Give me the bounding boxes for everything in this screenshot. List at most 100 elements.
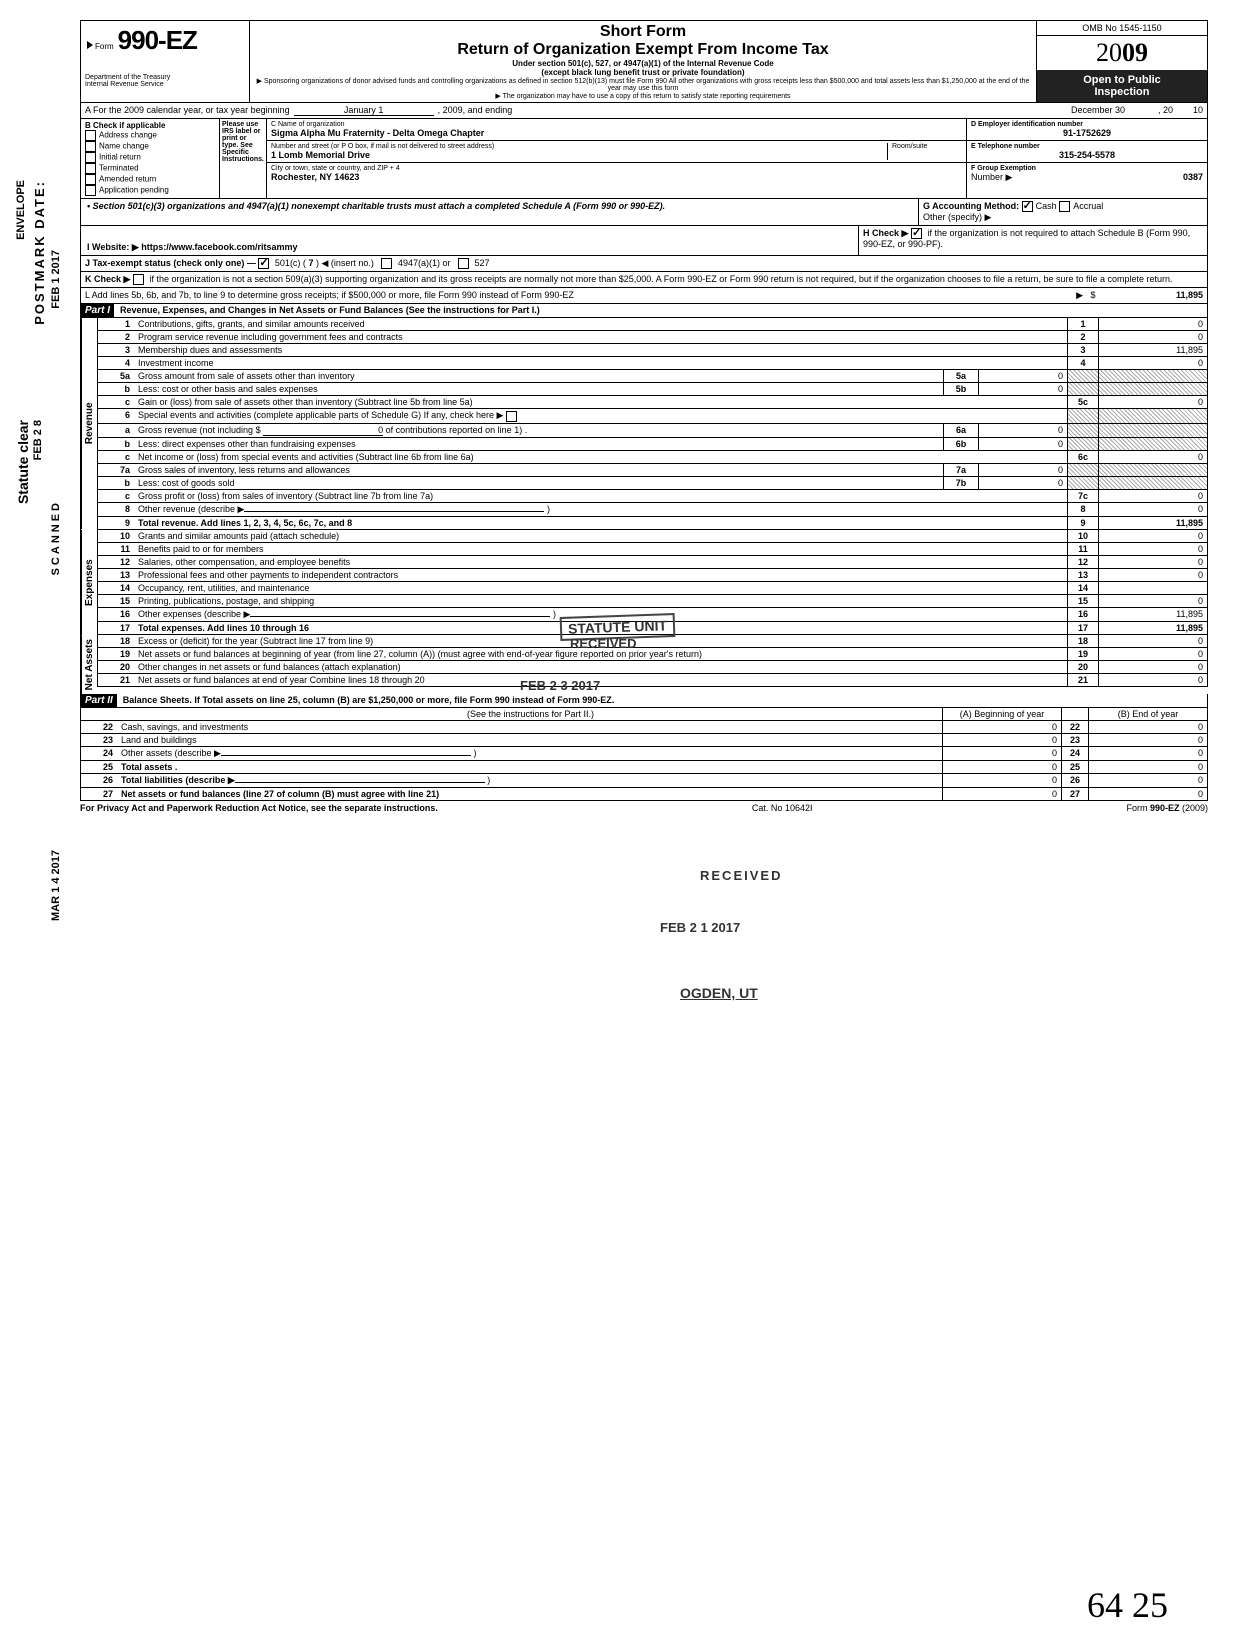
header-right: OMB No 1545-1150 2009 Open to Public Ins… (1037, 21, 1207, 102)
row-a-label: A For the 2009 calendar year, or tax yea… (85, 105, 290, 116)
open-line2: Inspection (1039, 86, 1205, 98)
expenses-label: Expenses (81, 530, 97, 635)
subtitle-3: ▶ The organization may have to use a cop… (256, 92, 1030, 100)
line-2: 2Program service revenue including gover… (97, 331, 1208, 344)
line-22: 22Cash, savings, and investments0220 (80, 721, 1208, 734)
line-15: 15Printing, publications, postage, and s… (97, 595, 1208, 608)
part2-colb-label: (B) End of year (1088, 708, 1207, 720)
line-23-desc: Land and buildings (119, 734, 942, 746)
l-value: 11,895 (1103, 290, 1203, 301)
b-amend: Amended return (99, 175, 156, 184)
line-26-a: 0 (942, 774, 1061, 787)
line-19-val: 0 (1098, 648, 1207, 660)
line-5a: 5aGross amount from sale of assets other… (97, 370, 1208, 383)
cb-line6[interactable] (506, 411, 517, 422)
line-24-b: 0 (1088, 747, 1207, 760)
part2-see: (See the instructions for Part II.) (119, 708, 942, 720)
footer-cat: Cat. No 10642I (752, 803, 813, 813)
cb-app[interactable] (85, 185, 96, 196)
line-5b-sv: 0 (978, 383, 1067, 395)
h-label: H Check ▶ (863, 228, 908, 238)
line-19: 19Net assets or fund balances at beginni… (97, 648, 1208, 661)
stamp-received-2: RECEIVED (700, 868, 782, 883)
cb-initial[interactable] (85, 152, 96, 163)
line-16-val: 11,895 (1098, 608, 1207, 621)
l-dollar: $ (1083, 290, 1103, 301)
cb-address[interactable] (85, 130, 96, 141)
cb-527[interactable] (458, 258, 469, 269)
f-num-label: Number ▶ (971, 172, 1012, 182)
line-6a-amt: 0 (263, 425, 383, 436)
l-arrow: ▶ (1076, 290, 1083, 301)
line-10: 10Grants and similar amounts paid (attac… (97, 530, 1208, 543)
netassets-label: Net Assets (81, 635, 97, 694)
line-25-b: 0 (1088, 761, 1207, 773)
line-5b-desc: Less: cost or other basis and sales expe… (136, 383, 943, 395)
j-501c-e: ) ◀ (insert no.) (316, 258, 374, 268)
line-15-desc: Printing, publications, postage, and shi… (136, 595, 1067, 607)
revenue-label: Revenue (81, 318, 97, 529)
line-5c: cGain or (loss) from sale of assets othe… (97, 396, 1208, 409)
j-501c: 501(c) ( (275, 258, 306, 268)
column-b: B Check if applicable Address change Nam… (81, 119, 220, 198)
section-bcdef: B Check if applicable Address change Nam… (80, 119, 1208, 199)
line-1-val: 0 (1098, 318, 1207, 330)
line-7a-sv: 0 (978, 464, 1067, 476)
cb-h[interactable] (911, 228, 922, 239)
g-cash: Cash (1036, 201, 1057, 211)
line-3: 3Membership dues and assessments311,895 (97, 344, 1208, 357)
part2-cola-label: (A) Beginning of year (942, 708, 1061, 720)
line-4: 4Investment income40 (97, 357, 1208, 370)
cb-4947[interactable] (381, 258, 392, 269)
line-17-val: 11,895 (1098, 622, 1207, 634)
cb-name[interactable] (85, 141, 96, 152)
header-center: Short Form Return of Organization Exempt… (250, 21, 1037, 102)
subtitle-1b: (except black lung benefit trust or priv… (256, 68, 1030, 77)
line-23: 23Land and buildings0230 (80, 734, 1208, 747)
cb-cash[interactable] (1022, 201, 1033, 212)
k-text: if the organization is not a section 509… (149, 274, 1172, 284)
cb-501c[interactable] (258, 258, 269, 269)
margin-feb1: FEB 1 2017 (50, 250, 62, 309)
line-5b: bLess: cost or other basis and sales exp… (97, 383, 1208, 396)
row-l: L Add lines 5b, 6b, and 7b, to line 9 to… (80, 288, 1208, 304)
line-3-desc: Membership dues and assessments (136, 344, 1067, 356)
cb-amend[interactable] (85, 174, 96, 185)
expenses-block: Expenses 10Grants and similar amounts pa… (80, 530, 1208, 635)
part1-heading: Revenue, Expenses, and Changes in Net As… (114, 304, 546, 317)
line-13-desc: Professional fees and other payments to … (136, 569, 1067, 581)
part2-heading: Balance Sheets. If Total assets on line … (117, 694, 621, 707)
line-13: 13Professional fees and other payments t… (97, 569, 1208, 582)
footer-privacy: For Privacy Act and Paperwork Reduction … (80, 803, 438, 813)
line-18-val: 0 (1098, 635, 1207, 647)
cb-k[interactable] (133, 274, 144, 285)
addr-value: 1 Lomb Memorial Drive (271, 150, 887, 160)
triangle-icon (87, 41, 93, 49)
line-24: 24Other assets (describe ▶ )0240 (80, 747, 1208, 761)
line-7a-desc: Gross sales of inventory, less returns a… (136, 464, 943, 476)
part1-body: Revenue 1Contributions, gifts, grants, a… (80, 318, 1208, 529)
line-13-val: 0 (1098, 569, 1207, 581)
row-i-h: I Website: ▶ https://www.facebook.com/ri… (80, 226, 1208, 256)
part2-header-row: Part II Balance Sheets. If Total assets … (80, 694, 1208, 708)
margin-feb28: FEB 2 8 (32, 420, 44, 460)
line-7c-desc: Gross profit or (loss) from sales of inv… (136, 490, 1067, 502)
margin-mar14: MAR 1 4 2017 (50, 850, 62, 921)
margin-scanned: SCANNED (50, 500, 62, 575)
form-number: 990-EZ (118, 25, 197, 56)
margin-envelope: ENVELOPE (15, 180, 27, 240)
footer: For Privacy Act and Paperwork Reduction … (80, 801, 1208, 815)
cb-term[interactable] (85, 163, 96, 174)
line-22-a: 0 (942, 721, 1061, 733)
line-11-desc: Benefits paid to or for members (136, 543, 1067, 555)
line-16: 16Other expenses (describe ▶ )1611,895 (97, 608, 1208, 622)
cb-accrual[interactable] (1059, 201, 1070, 212)
line-27: 27Net assets or fund balances (line 27 o… (80, 788, 1208, 801)
line-10-val: 0 (1098, 530, 1207, 542)
line-5c-desc: Gain or (loss) from sale of assets other… (136, 396, 1067, 408)
line-25: 25Total assets .0250 (80, 761, 1208, 774)
line-8: 8Other revenue (describe ▶ )80 (97, 503, 1208, 517)
open-line1: Open to Public (1039, 74, 1205, 86)
line-7c: cGross profit or (loss) from sales of in… (97, 490, 1208, 503)
line-21-val: 0 (1098, 674, 1207, 686)
